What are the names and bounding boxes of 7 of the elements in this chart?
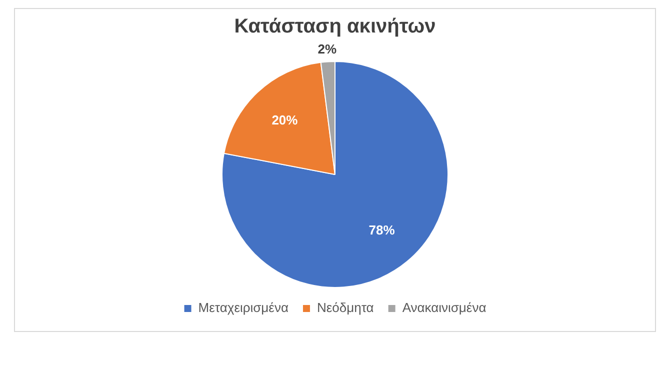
- legend-label: Νεόδμητα: [316, 300, 374, 316]
- legend-label: Ανακαινισμένα: [402, 300, 487, 316]
- data-label: 2%: [318, 41, 337, 56]
- legend-label: Μεταχειρισμένα: [198, 300, 289, 316]
- data-label: 78%: [368, 222, 396, 238]
- data-label: 20%: [272, 112, 298, 128]
- chart-title: Κατάσταση ακινήτων: [234, 16, 436, 38]
